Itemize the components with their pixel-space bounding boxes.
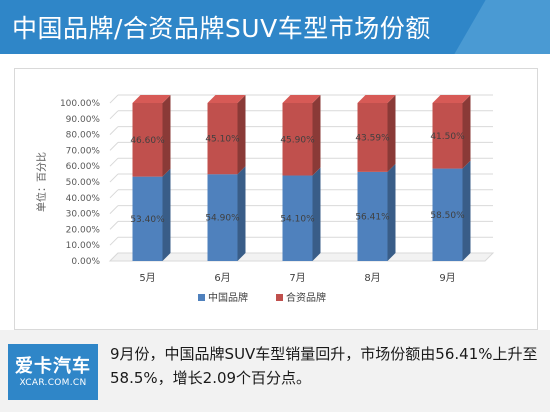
bar-segment — [357, 171, 388, 261]
xcar-logo: 爱卡汽车 XCAR.COM.CN — [8, 344, 98, 400]
x-tick-label: 9月 — [439, 272, 455, 284]
bar-segment — [132, 176, 163, 261]
bar-side — [462, 95, 471, 169]
gridline-side — [109, 173, 119, 183]
x-tick-label: 5月 — [139, 272, 155, 284]
y-tick-label: 0.00% — [71, 257, 100, 267]
logo-text: 爱卡汽车 — [15, 356, 91, 377]
data-label: 41.50% — [430, 132, 465, 142]
bar-segment — [432, 168, 463, 261]
stacked-bar-chart: 0.00% 10.00% 20.00% 30.00% 40.00% 50.00% 60.00… — [35, 94, 495, 304]
gridline-side — [109, 221, 119, 230]
gridline-side — [109, 94, 119, 104]
data-label: 53.40% — [130, 215, 165, 225]
gridline-side — [109, 205, 119, 214]
y-tick-label: 40.00% — [66, 194, 101, 204]
data-label: 45.10% — [205, 135, 240, 145]
y-tick-label: 20.00% — [66, 225, 101, 235]
y-tick-label: 60.00% — [66, 162, 101, 172]
bar-top — [282, 95, 321, 103]
chart-frame: 0.00% 10.00% 20.00% 30.00% 40.00% 50.00% 60.00… — [14, 68, 538, 330]
y-tick-label: 100.00% — [60, 99, 100, 109]
legend-swatch — [276, 294, 283, 301]
gridline-side — [109, 110, 119, 120]
data-label: 46.60% — [130, 136, 165, 146]
bar-top — [357, 95, 396, 103]
y-axis-title: 单位：百分比 — [35, 152, 48, 212]
bar-segment — [207, 103, 238, 175]
gridline-side — [109, 189, 119, 199]
gridline-side — [109, 157, 119, 167]
bar-side — [387, 95, 396, 172]
bar-side — [162, 95, 171, 177]
bar-top — [432, 95, 471, 103]
data-label: 45.90% — [280, 135, 315, 145]
bar-side — [312, 95, 321, 176]
legend-swatch — [198, 294, 205, 301]
bar-segment — [132, 103, 163, 177]
legend-label: 合资品牌 — [286, 291, 326, 304]
caption-text: 9月份，中国品牌SUV车型销量回升，市场份额由56.41%上升至58.5%，增长… — [110, 345, 538, 387]
x-tick-label: 6月 — [214, 272, 230, 284]
bar-side — [462, 160, 471, 261]
gridline-side — [109, 126, 119, 135]
footer: 爱卡汽车 XCAR.COM.CN 9月份，中国品牌SUV车型销量回升，市场份额由… — [0, 330, 550, 412]
x-tick-label: 7月 — [289, 272, 305, 284]
bar-segment — [282, 103, 313, 176]
y-tick-label: 90.00% — [66, 115, 101, 125]
logo-url-text: XCAR.COM.CN — [19, 378, 87, 388]
y-tick-label: 70.00% — [66, 146, 101, 156]
title-banner: 中国品牌/合资品牌SUV车型市场份额 — [0, 0, 550, 54]
bar-segment — [432, 103, 463, 169]
gridline-side — [109, 142, 119, 151]
legend-label: 中国品牌 — [208, 291, 248, 304]
bar-top — [207, 95, 246, 103]
data-label: 54.90% — [205, 214, 240, 224]
y-tick-label: 30.00% — [66, 210, 101, 220]
bar-side — [237, 166, 246, 261]
bar-segment — [207, 174, 238, 261]
data-label: 54.10% — [280, 214, 315, 224]
y-tick-label: 80.00% — [66, 131, 101, 141]
gridline-side — [109, 236, 119, 246]
data-label: 43.59% — [355, 133, 390, 143]
x-tick-label: 8月 — [364, 272, 380, 284]
page-title: 中国品牌/合资品牌SUV车型市场份额 — [12, 14, 431, 43]
bar-side — [162, 168, 171, 261]
bar-side — [237, 95, 246, 175]
bar-segment — [357, 103, 388, 172]
banner-stripe — [454, 0, 550, 54]
bar-side — [387, 163, 396, 261]
bar-segment — [282, 175, 313, 261]
bar-top — [132, 95, 171, 103]
data-label: 56.41% — [355, 212, 390, 222]
bar-side — [312, 167, 321, 261]
y-tick-label: 10.00% — [66, 241, 101, 251]
data-label: 58.50% — [430, 211, 465, 221]
y-tick-label: 50.00% — [66, 178, 101, 188]
